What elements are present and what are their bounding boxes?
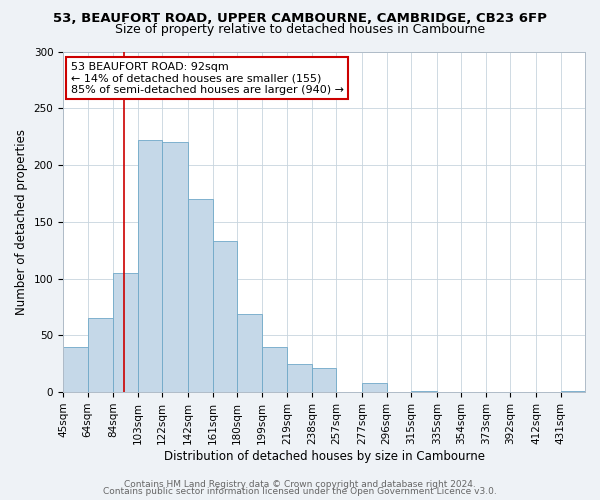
Text: Size of property relative to detached houses in Cambourne: Size of property relative to detached ho…	[115, 22, 485, 36]
Bar	[287, 364, 312, 392]
Bar	[312, 368, 336, 392]
Bar	[237, 314, 262, 392]
Bar	[188, 199, 212, 392]
Bar	[212, 241, 237, 392]
Bar	[113, 273, 138, 392]
Bar	[138, 140, 162, 392]
Text: Contains public sector information licensed under the Open Government Licence v3: Contains public sector information licen…	[103, 487, 497, 496]
Y-axis label: Number of detached properties: Number of detached properties	[15, 129, 28, 315]
Text: Contains HM Land Registry data © Crown copyright and database right 2024.: Contains HM Land Registry data © Crown c…	[124, 480, 476, 489]
Bar	[262, 346, 287, 392]
X-axis label: Distribution of detached houses by size in Cambourne: Distribution of detached houses by size …	[164, 450, 485, 462]
Bar	[362, 383, 386, 392]
Bar	[63, 346, 88, 392]
Bar	[411, 391, 437, 392]
Text: 53 BEAUFORT ROAD: 92sqm
← 14% of detached houses are smaller (155)
85% of semi-d: 53 BEAUFORT ROAD: 92sqm ← 14% of detache…	[71, 62, 344, 95]
Bar	[162, 142, 188, 392]
Bar	[560, 391, 585, 392]
Bar	[88, 318, 113, 392]
Text: 53, BEAUFORT ROAD, UPPER CAMBOURNE, CAMBRIDGE, CB23 6FP: 53, BEAUFORT ROAD, UPPER CAMBOURNE, CAMB…	[53, 12, 547, 26]
